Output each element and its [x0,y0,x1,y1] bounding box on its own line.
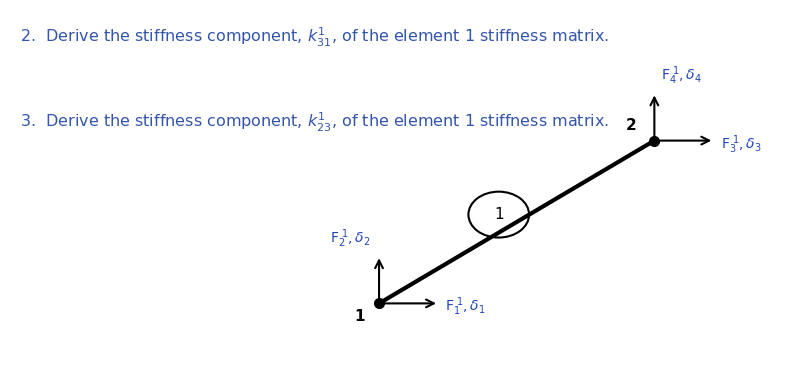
Text: 1: 1 [354,309,365,324]
Text: $\mathsf{F}_4^{\ 1}, \delta_4$: $\mathsf{F}_4^{\ 1}, \delta_4$ [661,64,701,87]
Text: 1: 1 [494,207,504,222]
Text: $\mathsf{F}_3^{\ 1}, \delta_3$: $\mathsf{F}_3^{\ 1}, \delta_3$ [721,133,761,156]
Text: 2: 2 [626,118,637,133]
Text: $\mathsf{F}_2^{\ 1}, \delta_2$: $\mathsf{F}_2^{\ 1}, \delta_2$ [330,227,371,250]
Text: $\mathsf{F}_1^{\ 1}, \delta_1$: $\mathsf{F}_1^{\ 1}, \delta_1$ [445,296,486,319]
Text: 2.  Derive the stiffness component, $k_{31}^{1}$, of the element 1 stiffness mat: 2. Derive the stiffness component, $k_{3… [20,26,609,49]
Text: 3.  Derive the stiffness component, $k_{23}^{1}$, of the element 1 stiffness mat: 3. Derive the stiffness component, $k_{2… [20,111,609,134]
